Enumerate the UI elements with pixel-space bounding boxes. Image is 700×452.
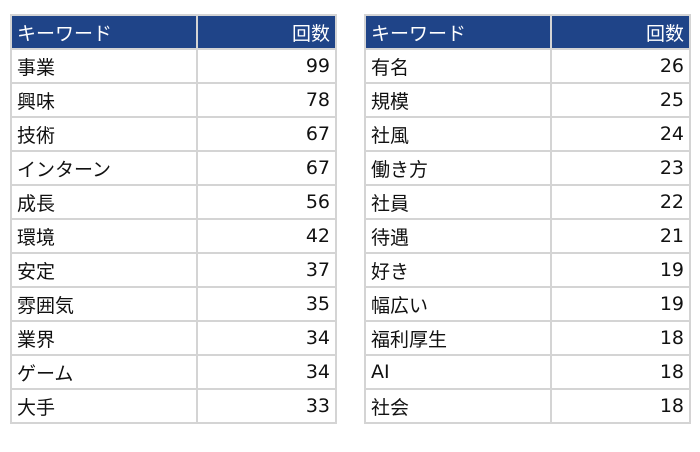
table-row: 社風 24	[364, 116, 691, 152]
table-row: 社員 22	[364, 184, 691, 220]
count-cell: 34	[196, 320, 337, 356]
table-row: 安定 37	[10, 252, 337, 288]
keyword-cell: 好き	[364, 252, 552, 288]
table-row: インターン 67	[10, 150, 337, 186]
keyword-cell: 有名	[364, 48, 552, 84]
table-row: 大手 33	[10, 388, 337, 424]
count-cell: 37	[196, 252, 337, 288]
count-header: 回数	[196, 14, 337, 50]
count-cell: 18	[550, 388, 691, 424]
count-cell: 78	[196, 82, 337, 118]
keyword-cell: 社会	[364, 388, 552, 424]
table-row: AI 18	[364, 354, 691, 390]
table-row: 成長 56	[10, 184, 337, 220]
count-cell: 67	[196, 116, 337, 152]
table-row: 好き 19	[364, 252, 691, 288]
keyword-table-left: キーワード 回数 事業 99 興味 78 技術 67 インターン 67 成長 56 環境 42 安定 37…	[10, 14, 337, 424]
table-row: 雰囲気 35	[10, 286, 337, 322]
keyword-cell: 待遇	[364, 218, 552, 254]
count-cell: 35	[196, 286, 337, 322]
keyword-header: キーワード	[10, 14, 198, 50]
count-cell: 67	[196, 150, 337, 186]
table-row: 有名 26	[364, 48, 691, 84]
count-cell: 22	[550, 184, 691, 220]
table-row: 技術 67	[10, 116, 337, 152]
count-cell: 99	[196, 48, 337, 84]
keyword-cell: ゲーム	[10, 354, 198, 390]
count-cell: 19	[550, 286, 691, 322]
count-cell: 18	[550, 354, 691, 390]
keyword-cell: AI	[364, 354, 552, 390]
keyword-cell: 技術	[10, 116, 198, 152]
table-row: 規模 25	[364, 82, 691, 118]
table-row: ゲーム 34	[10, 354, 337, 390]
keyword-cell: 社員	[364, 184, 552, 220]
table-row: 幅広い 19	[364, 286, 691, 322]
count-cell: 25	[550, 82, 691, 118]
count-cell: 26	[550, 48, 691, 84]
keyword-cell: 安定	[10, 252, 198, 288]
table-row: 業界 34	[10, 320, 337, 356]
count-cell: 24	[550, 116, 691, 152]
keyword-cell: 興味	[10, 82, 198, 118]
table-row: 福利厚生 18	[364, 320, 691, 356]
keyword-cell: 大手	[10, 388, 198, 424]
keyword-cell: 事業	[10, 48, 198, 84]
table-row: 興味 78	[10, 82, 337, 118]
header-row: キーワード 回数	[364, 14, 691, 50]
keyword-cell: 成長	[10, 184, 198, 220]
keyword-cell: 業界	[10, 320, 198, 356]
keyword-header: キーワード	[364, 14, 552, 50]
count-cell: 33	[196, 388, 337, 424]
keyword-cell: 福利厚生	[364, 320, 552, 356]
keyword-table-right: キーワード 回数 有名 26 規模 25 社風 24 働き方 23 社員 22 待遇 21 好き 19 幅広…	[364, 14, 691, 424]
header-row: キーワード 回数	[10, 14, 337, 50]
count-cell: 42	[196, 218, 337, 254]
table-row: 待遇 21	[364, 218, 691, 254]
table-row: 社会 18	[364, 388, 691, 424]
keyword-cell: 規模	[364, 82, 552, 118]
keyword-cell: 幅広い	[364, 286, 552, 322]
keyword-cell: 働き方	[364, 150, 552, 186]
count-header: 回数	[550, 14, 691, 50]
count-cell: 34	[196, 354, 337, 390]
keyword-cell: 雰囲気	[10, 286, 198, 322]
count-cell: 18	[550, 320, 691, 356]
keyword-cell: 社風	[364, 116, 552, 152]
keyword-cell: 環境	[10, 218, 198, 254]
keyword-cell: インターン	[10, 150, 198, 186]
table-row: 事業 99	[10, 48, 337, 84]
table-row: 環境 42	[10, 218, 337, 254]
count-cell: 19	[550, 252, 691, 288]
count-cell: 21	[550, 218, 691, 254]
count-cell: 23	[550, 150, 691, 186]
table-row: 働き方 23	[364, 150, 691, 186]
count-cell: 56	[196, 184, 337, 220]
